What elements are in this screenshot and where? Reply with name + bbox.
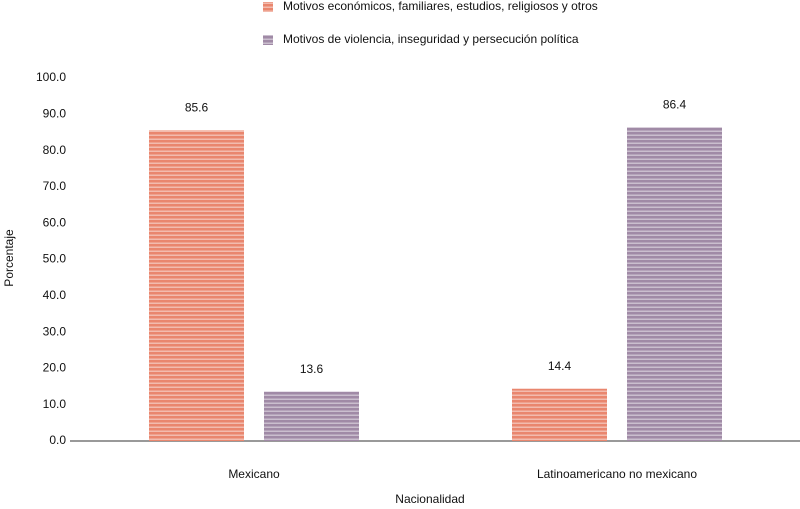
legend-label: Motivos económicos, familiares, estudios…	[283, 0, 598, 13]
data-label: 86.4	[663, 98, 687, 112]
bar	[627, 127, 722, 442]
y-tick-label: 80.0	[43, 143, 67, 157]
data-label: 85.6	[185, 100, 209, 114]
x-axis-title: Nacionalidad	[395, 492, 464, 506]
x-tick-label: Latinoamericano no mexicano	[537, 467, 697, 481]
y-tick-label: 90.0	[43, 106, 67, 120]
y-tick-label: 60.0	[43, 215, 67, 229]
bar	[149, 130, 244, 441]
y-axis-title: Porcentaje	[2, 229, 16, 287]
y-tick-label: 40.0	[43, 288, 67, 302]
y-tick-label: 70.0	[43, 179, 67, 193]
y-tick-label: 30.0	[43, 324, 67, 338]
bar	[264, 391, 359, 441]
legend-label: Motivos de violencia, inseguridad y pers…	[283, 32, 579, 46]
bar	[512, 388, 607, 441]
data-label: 13.6	[300, 362, 324, 376]
data-label: 14.4	[548, 359, 572, 373]
x-tick-label: Mexicano	[228, 467, 280, 481]
legend-swatch	[263, 35, 273, 45]
y-tick-label: 100.0	[36, 70, 66, 84]
y-tick-label: 50.0	[43, 252, 67, 266]
y-tick-label: 0.0	[49, 433, 66, 447]
y-tick-label: 10.0	[43, 397, 67, 411]
legend-swatch	[263, 2, 273, 12]
y-tick-label: 20.0	[43, 361, 67, 375]
